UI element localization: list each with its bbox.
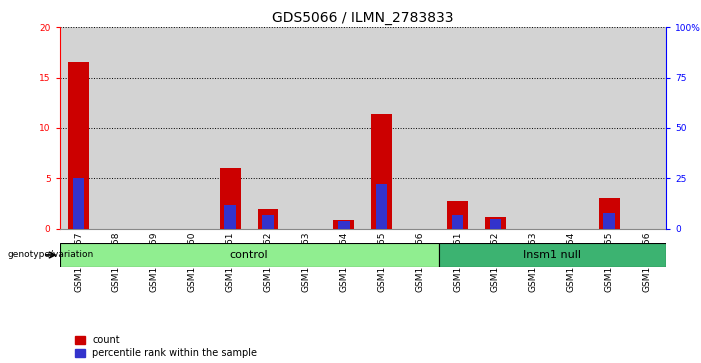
Bar	[224, 204, 236, 229]
Bar	[363, 27, 401, 229]
Bar	[262, 215, 273, 229]
Bar	[485, 217, 506, 229]
Bar	[334, 220, 354, 229]
Bar	[287, 27, 325, 229]
Bar	[439, 243, 666, 267]
Bar	[211, 27, 249, 229]
Bar	[173, 27, 211, 229]
Bar	[325, 27, 363, 229]
Bar	[60, 243, 439, 267]
Bar	[604, 213, 615, 229]
Bar	[73, 178, 84, 229]
Bar	[628, 27, 666, 229]
Bar	[97, 27, 135, 229]
Bar	[452, 215, 463, 229]
Bar	[401, 27, 439, 229]
Bar	[439, 27, 477, 229]
Bar	[338, 221, 350, 229]
Bar	[590, 27, 628, 229]
Bar	[490, 219, 501, 229]
Bar	[552, 27, 590, 229]
Bar	[477, 27, 515, 229]
Bar	[219, 168, 240, 229]
Bar	[135, 27, 173, 229]
Bar	[249, 27, 287, 229]
Text: control: control	[230, 250, 268, 260]
Bar	[68, 62, 89, 229]
Title: GDS5066 / ILMN_2783833: GDS5066 / ILMN_2783833	[272, 11, 454, 25]
Bar	[447, 201, 468, 229]
Bar	[372, 114, 392, 229]
Legend: count, percentile rank within the sample: count, percentile rank within the sample	[75, 335, 257, 358]
Bar	[599, 199, 620, 229]
Bar	[376, 184, 388, 229]
Bar	[515, 27, 552, 229]
Text: genotype/variation: genotype/variation	[7, 250, 93, 259]
Bar	[60, 27, 97, 229]
Bar	[257, 208, 278, 229]
Text: Insm1 null: Insm1 null	[523, 250, 581, 260]
